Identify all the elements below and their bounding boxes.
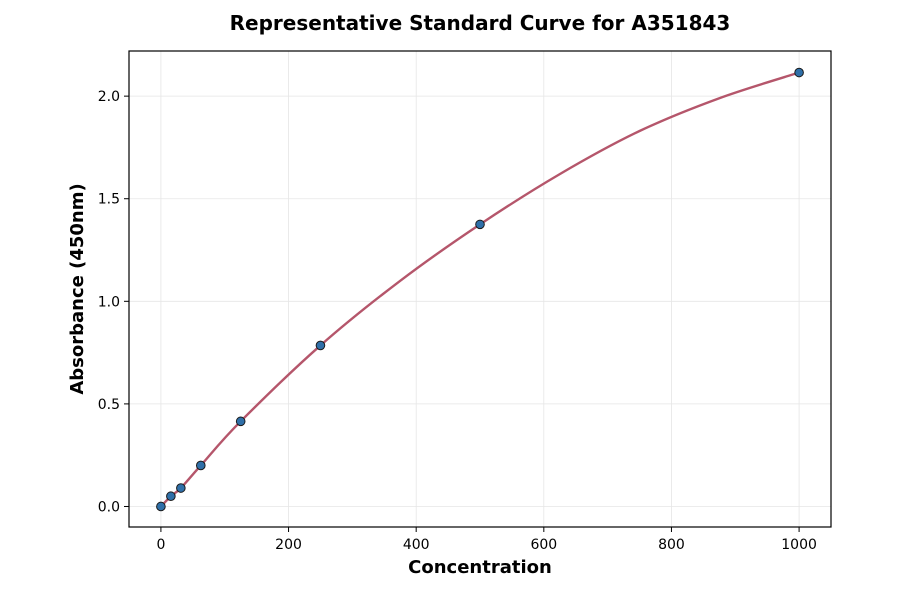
- x-tick-label: 0: [156, 537, 165, 553]
- data-points-layer: [156, 67, 804, 512]
- data-point: [176, 483, 186, 493]
- data-point: [315, 340, 326, 351]
- x-axis-label: Concentration: [408, 557, 552, 578]
- data-point: [235, 416, 246, 427]
- fit-curve-layer: [160, 71, 800, 508]
- x-tick-label: 600: [530, 537, 557, 553]
- chart-title: Representative Standard Curve for A35184…: [230, 11, 731, 35]
- x-tick-label: 800: [658, 537, 685, 553]
- y-tick-label: 1.0: [98, 294, 120, 310]
- data-point: [166, 491, 176, 502]
- y-axis-label: Absorbance (450nm): [67, 183, 88, 394]
- x-axis-ticks: 0 200 400 600 800 1000: [156, 527, 817, 553]
- data-point: [156, 501, 166, 512]
- x-tick-label: 200: [275, 537, 302, 553]
- y-tick-label: 1.5: [98, 192, 120, 208]
- grid-lines: [129, 51, 831, 527]
- data-point: [794, 67, 804, 78]
- plot-frame: [128, 50, 832, 528]
- data-point: [475, 219, 485, 230]
- y-axis-ticks: 0.0 0.5 1.0 1.5 2.0: [98, 89, 129, 515]
- x-tick-label: 400: [403, 537, 430, 553]
- x-tick-label: 1000: [781, 537, 817, 553]
- y-tick-label: 0.5: [98, 397, 120, 413]
- y-tick-label: 0.0: [98, 499, 120, 515]
- fit-curve-line: [160, 71, 800, 508]
- y-tick-label: 2.0: [98, 89, 120, 105]
- data-point: [195, 460, 206, 471]
